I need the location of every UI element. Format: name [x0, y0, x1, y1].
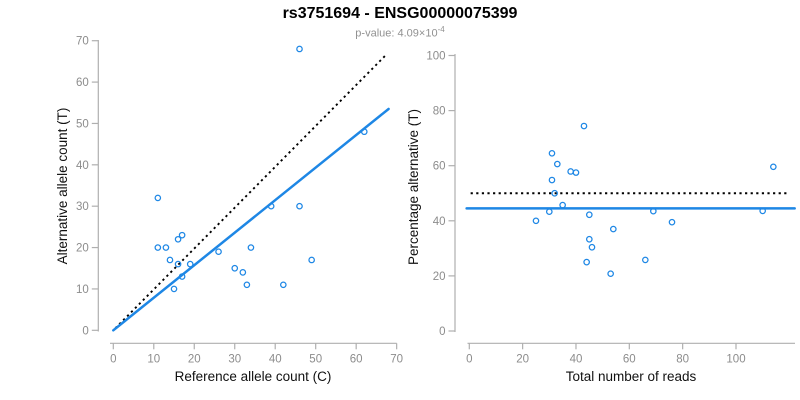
data-point [649, 207, 657, 215]
y-tick-label: 10 [76, 284, 89, 296]
y-tick-label: 50 [76, 118, 89, 130]
data-point [585, 235, 593, 243]
data-point [166, 256, 174, 264]
data-point [296, 202, 303, 210]
data-point [186, 260, 194, 268]
x-tick-label: 0 [466, 353, 472, 365]
x-tick-label: 100 [726, 353, 745, 365]
figure-subtitle: p-value: 4.09×10-4 [0, 25, 800, 40]
y-tick-label: 30 [76, 201, 89, 213]
pvalue-exponent: -4 [437, 25, 445, 34]
data-point [585, 211, 593, 219]
data-point [548, 149, 556, 157]
data-point [308, 256, 315, 264]
x-tick-label: 80 [676, 353, 689, 365]
data-point [231, 264, 239, 272]
figure-title: rs3751694 - ENSG00000075399 [282, 5, 518, 22]
data-point [296, 45, 303, 53]
x-tick-label: 60 [350, 353, 363, 365]
data-point [545, 208, 553, 216]
identity-line [114, 54, 387, 329]
y-tick-label: 0 [439, 326, 445, 338]
data-point [548, 176, 556, 184]
y-tick-label: 60 [76, 77, 89, 89]
y-tick-label: 80 [433, 106, 446, 118]
data-point [247, 244, 255, 251]
data-point [178, 273, 186, 280]
data-point [770, 163, 777, 171]
y-tick-label: 20 [433, 271, 446, 283]
y-axis-title: Alternative allele count (T) [55, 108, 70, 265]
y-axis-title: Percentage alternative (T) [406, 109, 421, 265]
data-point [215, 248, 222, 256]
data-point [532, 217, 540, 225]
data-point [572, 169, 580, 176]
data-point [170, 285, 178, 293]
data-point [162, 244, 170, 251]
y-tick-label: 20 [76, 243, 89, 255]
data-point [551, 189, 558, 197]
x-tick-label: 60 [623, 353, 636, 365]
x-tick-label: 20 [188, 353, 201, 365]
data-point [668, 218, 676, 226]
data-point [588, 243, 596, 251]
x-tick-label: 0 [110, 353, 116, 365]
y-tick-label: 40 [433, 216, 446, 228]
data-point [154, 194, 162, 202]
x-tick-label: 40 [570, 353, 583, 365]
data-point [360, 128, 368, 136]
data-point [239, 269, 247, 276]
data-point [174, 260, 182, 268]
x-tick-label: 70 [390, 353, 403, 365]
data-point [583, 258, 590, 266]
fit-line [112, 107, 390, 332]
y-tick-label: 40 [76, 160, 89, 172]
y-tick-label: 60 [433, 161, 446, 173]
data-point [559, 201, 566, 209]
data-point [174, 235, 182, 243]
data-point [279, 281, 287, 289]
data-point [641, 256, 649, 264]
data-point [609, 225, 617, 233]
data-point [267, 202, 275, 210]
x-tick-label: 20 [516, 353, 529, 365]
y-tick-label: 70 [76, 36, 89, 48]
data-point [567, 168, 574, 175]
pvalue-text: p-value: 4.09×10 [355, 27, 438, 40]
y-tick-label: 100 [426, 51, 445, 63]
y-tick-label: 0 [82, 325, 88, 337]
data-point [759, 207, 766, 215]
x-axis-title: Reference allele count (C) [175, 369, 332, 384]
data-point [553, 160, 561, 168]
x-tick-label: 10 [147, 353, 160, 365]
data-point [154, 244, 162, 251]
data-point [580, 122, 588, 130]
x-tick-label: 40 [269, 353, 282, 365]
x-tick-label: 50 [309, 353, 322, 365]
data-point [178, 231, 186, 239]
data-point [607, 270, 614, 278]
x-tick-label: 30 [228, 353, 241, 365]
data-point [243, 281, 251, 289]
x-axis-title: Total number of reads [566, 369, 697, 384]
